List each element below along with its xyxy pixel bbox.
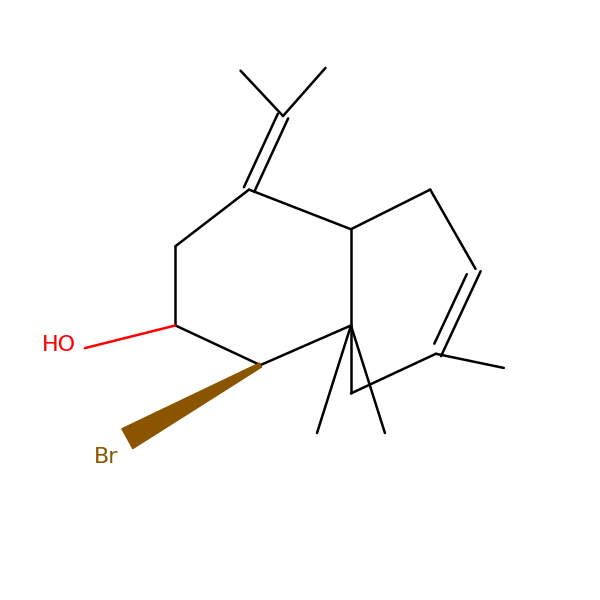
Text: HO: HO	[42, 335, 76, 355]
Text: Br: Br	[94, 447, 119, 467]
Polygon shape	[122, 363, 262, 449]
